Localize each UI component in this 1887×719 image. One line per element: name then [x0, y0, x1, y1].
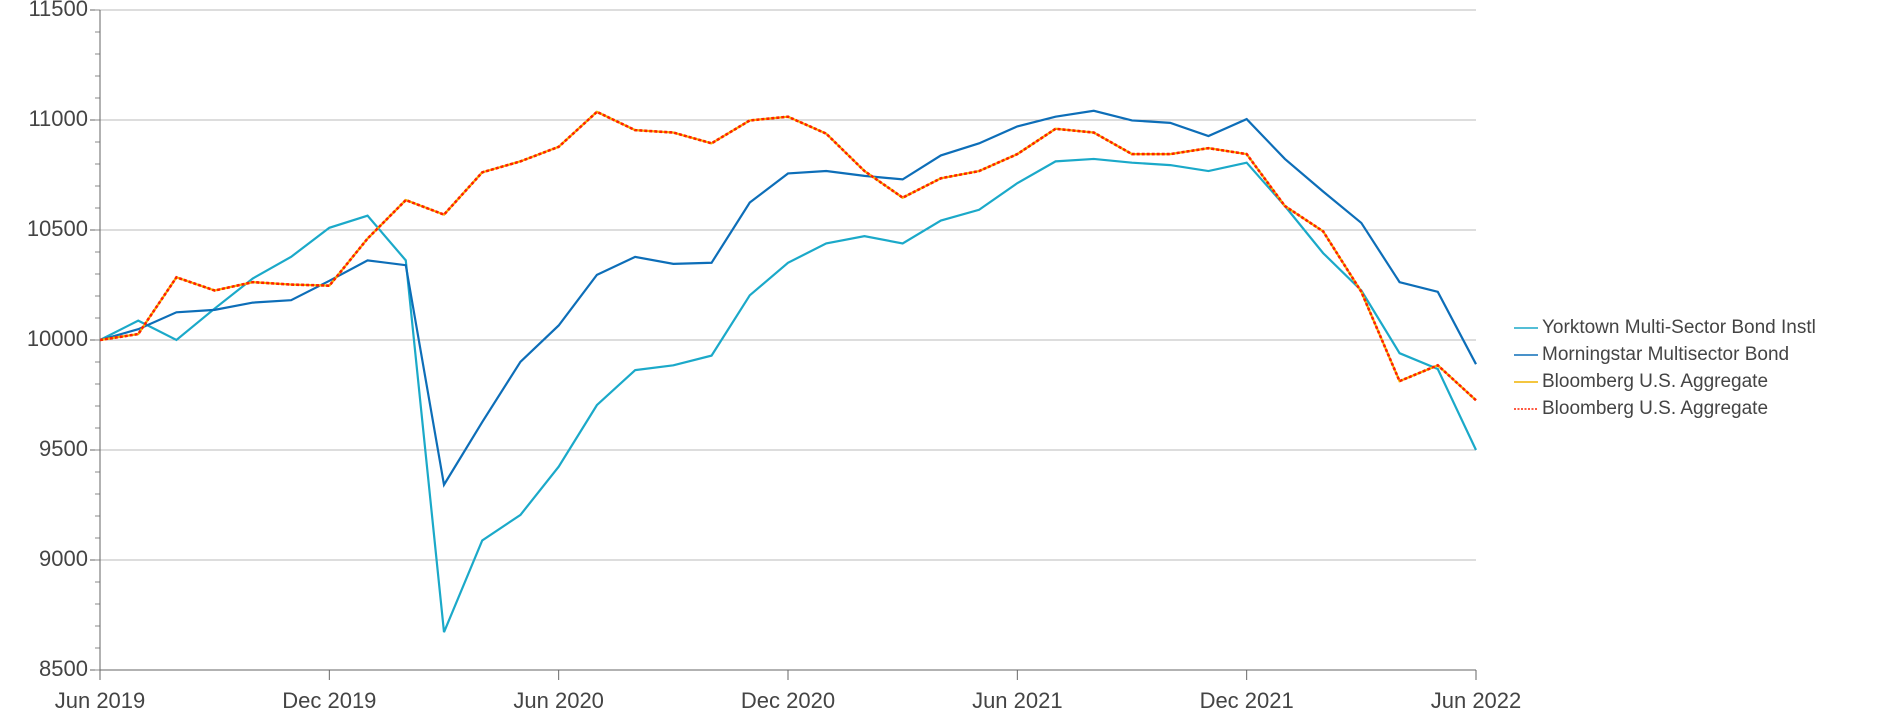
x-tick-label: Dec 2020	[741, 688, 835, 713]
x-tick-label: Jun 2022	[1431, 688, 1522, 713]
legend-label: Bloomberg U.S. Aggregate	[1542, 371, 1768, 392]
y-tick-label: 8500	[39, 656, 88, 681]
series-line	[99, 109, 1477, 488]
y-tick-label: 9000	[39, 546, 88, 571]
x-tick-label: Dec 2019	[282, 688, 376, 713]
x-tick-label: Dec 2021	[1200, 688, 1294, 713]
legend-label: Bloomberg U.S. Aggregate	[1542, 398, 1768, 419]
x-tick-label: Jun 2020	[513, 688, 604, 713]
legend-label: Yorktown Multi-Sector Bond Instl	[1542, 317, 1816, 338]
legend: Yorktown Multi-Sector Bond Instl Mornings…	[1514, 317, 1816, 419]
series-line	[99, 110, 1477, 402]
series-line	[99, 157, 1477, 633]
y-tick-label: 10000	[27, 326, 88, 351]
y-tick-label: 11500	[28, 0, 88, 21]
y-tick-label: 10500	[27, 216, 88, 241]
x-tick-label: Jun 2019	[55, 688, 146, 713]
y-tick-label: 9500	[39, 436, 88, 461]
x-tick-label: Jun 2021	[972, 688, 1063, 713]
series-line	[99, 110, 1477, 402]
y-tick-label: 11000	[28, 106, 88, 131]
legend-label: Morningstar Multisector Bond	[1542, 344, 1789, 365]
